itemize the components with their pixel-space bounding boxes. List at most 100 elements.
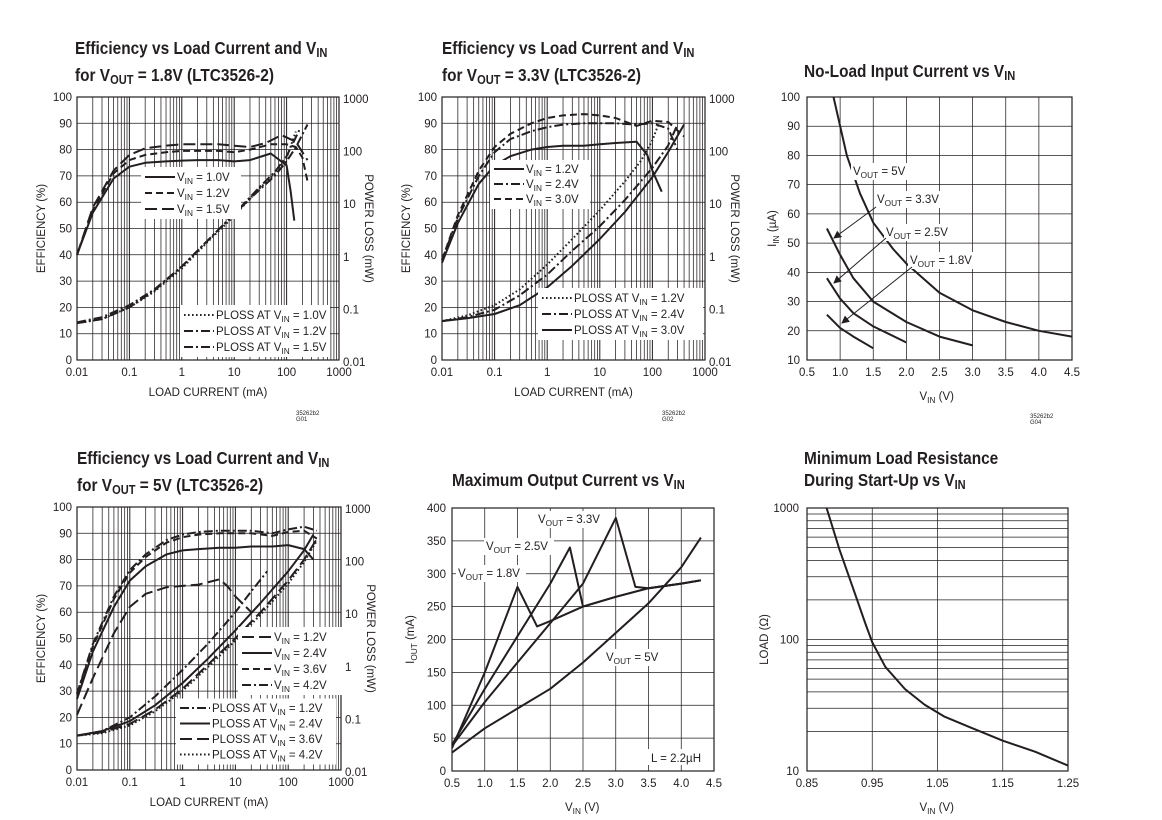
- x-tick-label: 1.5: [510, 778, 526, 790]
- y2-tick-label: 0.1: [343, 304, 359, 316]
- title-line2-sub: OUT: [112, 483, 136, 498]
- y-tick-label: 300: [427, 569, 446, 581]
- x-tick-label: 4.5: [1064, 367, 1080, 379]
- x-tick-label: 2.0: [898, 367, 914, 379]
- legend-label: PLOSS AT VIN = 1.2V: [212, 703, 323, 717]
- annotation-bg: [875, 191, 949, 208]
- x-tick-label: 1.15: [992, 778, 1014, 790]
- title-line1-text: Efficiency vs Load Current and V: [75, 38, 317, 58]
- series-line: [441, 113, 685, 261]
- y-tick-label: 0: [431, 355, 437, 367]
- series-line: [441, 124, 660, 323]
- note-label: L = 2.2µH: [651, 753, 701, 765]
- legend-box: [176, 698, 336, 765]
- y2-tick-label: 10: [709, 199, 722, 211]
- y-tick-label: 50: [433, 733, 446, 745]
- chart-title: Maximum Output Current vs VIN: [452, 469, 685, 496]
- chart-eff5: 01020304050607080901000.010.111010010000…: [36, 502, 376, 809]
- y2-tick-label: 1000: [709, 94, 735, 106]
- title-line2-sub: OUT: [110, 73, 134, 88]
- y2-axis-label: POWER LOSS (mW): [728, 174, 740, 283]
- annotation-arrow: [841, 266, 913, 324]
- annotation-label: VOUT = 5V: [606, 652, 659, 666]
- y-axis-label: EFFICIENCY (%): [401, 184, 413, 273]
- y2-tick-label: 0.1: [345, 714, 361, 726]
- title-line2-text: During Start-Up vs V: [804, 470, 955, 490]
- title-line2-text: for V: [75, 65, 111, 86]
- legend-label: PLOSS AT VIN = 3.0V: [574, 325, 685, 339]
- x-axis-label: LOAD CURRENT (mA): [514, 387, 633, 399]
- y2-tick-label: 0.01: [343, 357, 365, 369]
- x-axis-label: VIN (V): [565, 802, 600, 816]
- figure-code: 35262b2 G02: [662, 411, 686, 423]
- y2-tick-label: 0.1: [709, 304, 725, 316]
- y-tick-label: 10: [787, 355, 800, 367]
- x-tick-label: 1.0: [832, 367, 848, 379]
- series-line: [441, 123, 685, 323]
- annotation-bg: [484, 538, 554, 555]
- series-line: [76, 538, 318, 737]
- series-line: [76, 578, 253, 716]
- figure-code: 35262b2 G01: [296, 411, 320, 423]
- y-tick-label: 80: [59, 555, 72, 567]
- x-tick-label: 2.5: [575, 778, 591, 790]
- x-axis-label: LOAD CURRENT (mA): [150, 797, 269, 809]
- x-tick-label: 1: [179, 777, 185, 789]
- legend-label: PLOSS AT VIN = 3.6V: [212, 734, 323, 748]
- x-tick-label: 0.01: [66, 777, 88, 789]
- y2-tick-label: 100: [345, 557, 364, 569]
- y-tick-label: 100: [418, 92, 437, 104]
- y-tick-label: 50: [424, 224, 437, 236]
- y2-tick-label: 1: [343, 252, 349, 264]
- chart-title: No-Load Input Current vs VIN: [804, 60, 1015, 87]
- y2-tick-label: 0.01: [709, 357, 731, 369]
- y-tick-label: 100: [53, 92, 72, 104]
- plot-frame: [76, 96, 340, 361]
- y2-tick-label: 100: [343, 147, 362, 159]
- legend-label: PLOSS AT VIN = 2.4V: [212, 719, 323, 733]
- series-line: [76, 529, 318, 695]
- y-tick-label: 10: [59, 739, 72, 751]
- x-tick-label: 0.85: [796, 778, 818, 790]
- x-tick-label: 1: [544, 367, 550, 379]
- x-tick-label: 1.05: [926, 778, 948, 790]
- y-tick-label: 400: [427, 503, 446, 515]
- series-line: [825, 507, 1069, 767]
- y-tick-label: 40: [59, 660, 72, 672]
- annotation-label: VOUT = 5V: [853, 166, 906, 180]
- y-tick-label: 50: [59, 634, 72, 646]
- y-tick-label: 30: [787, 297, 800, 309]
- x-tick-label: 10: [228, 367, 241, 379]
- y-tick-label: 40: [59, 250, 72, 262]
- y-tick-label: 30: [59, 686, 72, 698]
- y-axis-label: IIN (µA): [767, 210, 781, 247]
- legend-label: VIN = 3.0V: [526, 194, 579, 208]
- title-line1-text: Minimum Load Resistance: [804, 448, 999, 468]
- x-tick-label: 0.1: [121, 367, 137, 379]
- y-tick-label: 90: [59, 528, 72, 540]
- y-tick-label: 50: [787, 238, 800, 250]
- annotation-bg: [536, 511, 606, 528]
- legend-label: VIN = 2.4V: [526, 179, 579, 193]
- y-tick-label: 90: [424, 118, 437, 130]
- annotation-arrow: [833, 206, 877, 239]
- annotation-bg: [604, 649, 674, 666]
- x-tick-label: 4.0: [673, 778, 689, 790]
- x-tick-label: 3.5: [641, 778, 657, 790]
- y-tick-label: 100: [781, 92, 800, 104]
- figure-code: 35262b2 G04: [1030, 414, 1054, 426]
- title-line1-text: Efficiency vs Load Current and V: [77, 448, 319, 468]
- y-tick-label: 30: [424, 276, 437, 288]
- legend-box: [238, 627, 342, 695]
- y2-tick-label: 0.01: [345, 767, 367, 779]
- x-tick-label: 3.0: [965, 367, 981, 379]
- annotation-label: VOUT = 3.3V: [538, 514, 600, 528]
- x-tick-label: 1000: [328, 777, 354, 789]
- chart-title: Minimum Load Resistance During Start-Up …: [804, 447, 998, 496]
- title-line2-text: for V: [442, 65, 478, 86]
- y-tick-label: 70: [787, 180, 800, 192]
- chart-title: Efficiency vs Load Current and VIN for V…: [442, 37, 694, 91]
- series-line: [826, 277, 907, 344]
- series-line: [76, 124, 309, 324]
- title-line2-sub: IN: [954, 478, 966, 493]
